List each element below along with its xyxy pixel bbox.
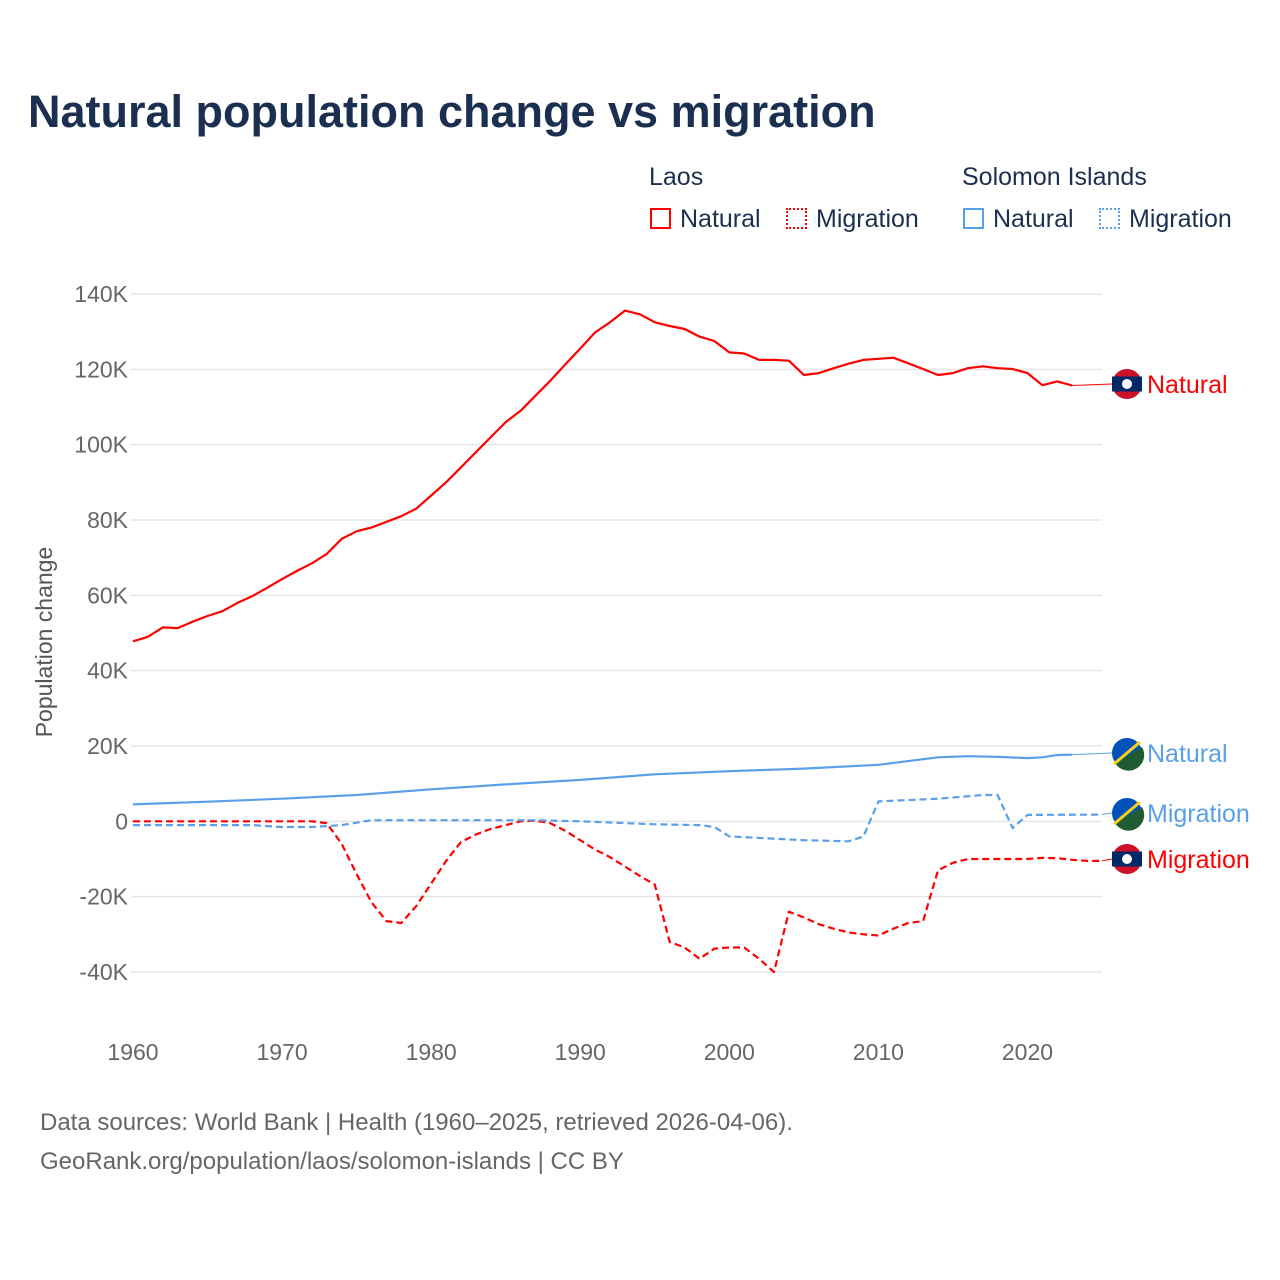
laos-flag-icon-disc [1122, 854, 1132, 864]
legend-swatch-laos-migration [786, 208, 807, 229]
solomon-islands-flag-icon-stripe [1113, 740, 1141, 766]
x-tick-label: 1990 [555, 1039, 606, 1065]
series-end-label: Natural [1147, 371, 1228, 399]
x-tick-label: 1970 [256, 1039, 307, 1065]
series-end-label: Migration [1147, 846, 1250, 874]
label-connector [1101, 812, 1113, 816]
y-axis-label: Population change [31, 547, 57, 738]
legend-group-solomon: Solomon Islands [962, 163, 1147, 191]
series-end-label: Migration [1147, 800, 1250, 828]
footer-sources: Data sources: World Bank | Health (1960–… [40, 1109, 793, 1136]
y-tick-label: 0 [115, 808, 128, 834]
footer-link[interactable]: GeoRank.org/population/laos/solomon-isla… [40, 1148, 624, 1175]
legend-swatch-solomon-natural [963, 208, 984, 229]
x-tick-label: 2010 [853, 1039, 904, 1065]
legend-item-solomon-natural[interactable]: Natural [993, 205, 1074, 233]
label-connector [1072, 383, 1113, 387]
series-line-laos-natural [132, 309, 1073, 643]
series-line-solomon-islands-migration [133, 793, 1103, 843]
x-tick-label: 1980 [406, 1039, 457, 1065]
legend-swatch-solomon-migration [1099, 208, 1120, 229]
y-tick-label: 20K [87, 733, 129, 759]
solomon-islands-flag-icon-green [1115, 807, 1145, 831]
label-connector [1072, 752, 1113, 756]
x-tick-label: 1960 [107, 1039, 158, 1065]
legend-item-laos-natural[interactable]: Natural [680, 205, 761, 233]
laos-flag-icon-disc [1122, 379, 1132, 389]
y-tick-label: -20K [79, 884, 128, 910]
series-end-label: Natural [1147, 740, 1228, 768]
page-title: Natural population change vs migration [28, 86, 876, 137]
legend-item-laos-migration[interactable]: Migration [816, 205, 919, 233]
solomon-islands-flag-icon-green [1115, 747, 1145, 771]
y-tick-label: 120K [74, 356, 128, 382]
solomon-islands-flag-icon-stripe [1113, 800, 1141, 826]
label-connector [1101, 858, 1113, 862]
y-tick-label: 80K [87, 507, 129, 533]
x-tick-label: 2000 [704, 1039, 755, 1065]
y-tick-label: 100K [74, 432, 128, 458]
y-tick-label: -40K [79, 959, 128, 985]
legend-item-solomon-migration[interactable]: Migration [1129, 205, 1232, 233]
legend-group-laos: Laos [649, 163, 704, 191]
legend-swatch-laos-natural [650, 208, 671, 229]
series-line-solomon-islands-natural [132, 753, 1073, 806]
y-tick-label: 60K [87, 582, 129, 608]
x-tick-label: 2020 [1002, 1039, 1053, 1065]
y-tick-label: 140K [74, 281, 128, 307]
y-tick-label: 40K [87, 658, 129, 684]
